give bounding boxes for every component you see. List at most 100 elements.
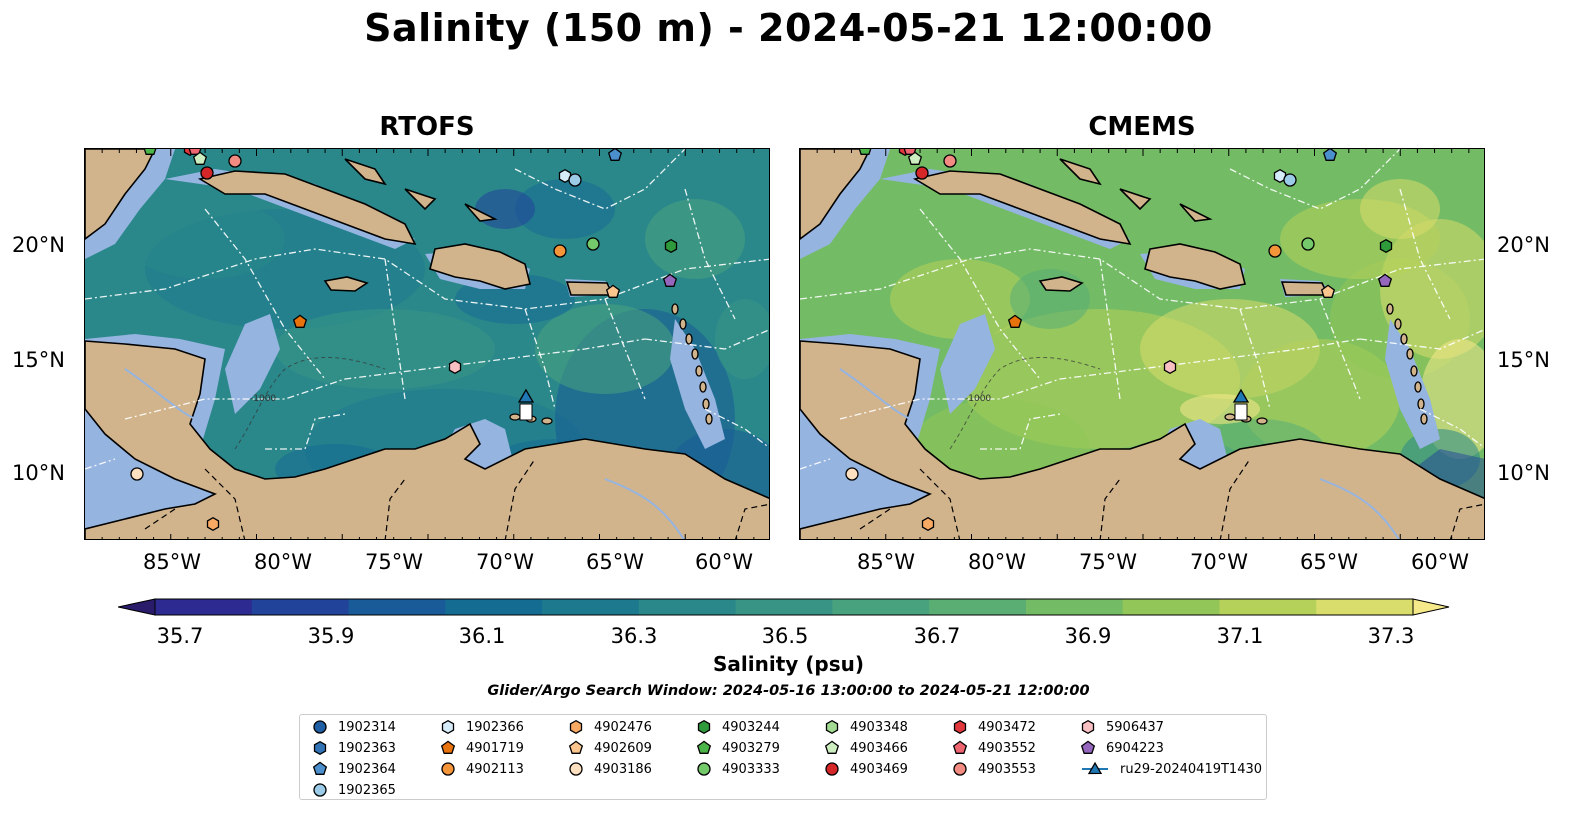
colorbar-extend-high — [1412, 598, 1450, 616]
cmems-eez-line — [980, 413, 1061, 450]
rtofs-salinity-patch — [125, 199, 285, 279]
rtofs-island — [695, 365, 703, 377]
map-rtofs-canvas: -1000 — [85, 149, 769, 539]
panel-title-cmems: CMEMS — [1088, 112, 1196, 142]
legend-item-6904223: 6904223 — [1080, 738, 1164, 758]
lon-label-left-75: 75°W — [365, 550, 423, 574]
legend-label: 4902476 — [594, 719, 652, 735]
rtofs-float-4903466 — [192, 151, 208, 165]
lon-label-right-75: 75°W — [1079, 550, 1137, 574]
legend-label: 4901719 — [466, 740, 524, 756]
colorbar-tick: 37.3 — [1367, 624, 1415, 648]
cmems-eez-line — [1319, 298, 1361, 400]
cmems-island — [1420, 413, 1428, 425]
lon-label-left-70: 70°W — [476, 550, 534, 574]
legend-marker-icon — [1081, 719, 1095, 735]
legend-item-4903186: 4903186 — [568, 759, 652, 779]
cmems-float-4903553 — [943, 154, 957, 168]
legend-marker-icon — [697, 719, 711, 735]
cmems-island — [1400, 333, 1408, 345]
cmems-float-4903333 — [1301, 237, 1315, 251]
lat-label-left-15: 15°N — [12, 348, 65, 372]
cmems-island — [1417, 398, 1425, 410]
cmems-river — [839, 368, 911, 420]
legend-marker-icon — [825, 719, 839, 735]
rtofs-float-5906437 — [448, 359, 462, 375]
lat-label-left-10: 10°N — [12, 461, 65, 485]
lon-label-left-85: 85°W — [143, 550, 201, 574]
legend-label: 1902366 — [466, 719, 524, 735]
cmems-eez-line — [839, 338, 1361, 420]
cmems-river — [1319, 478, 1400, 539]
cmems-land — [1038, 276, 1084, 292]
rtofs-land — [197, 170, 417, 246]
rtofs-island — [509, 413, 521, 421]
map-cmems[interactable]: -1000 — [799, 148, 1485, 540]
lon-label-right-85: 85°W — [857, 550, 915, 574]
colorbar-tick: 36.3 — [610, 624, 658, 648]
cmems-salinity-patch — [1010, 269, 1090, 329]
colorbar-frame — [154, 598, 1414, 616]
legend-marker-icon — [313, 740, 327, 756]
lon-label-right-80: 80°W — [968, 550, 1026, 574]
rtofs-float-4902609 — [605, 284, 621, 298]
legend-marker-shape — [696, 740, 712, 754]
map-rtofs[interactable]: -1000 — [84, 148, 770, 540]
rtofs-float-6904223 — [662, 273, 678, 287]
legend-label: 4903333 — [722, 761, 780, 777]
legend: 1902314 1902363 1902364 1902365 1902366 49017… — [299, 714, 1267, 800]
legend-marker-icon — [440, 740, 456, 754]
cmems-island — [1394, 318, 1402, 330]
rtofs-float-4902113 — [553, 244, 567, 258]
rtofs-border — [144, 508, 176, 530]
colorbar-swatch — [1122, 599, 1220, 615]
legend-label: 4903186 — [594, 761, 652, 777]
rtofs-island — [671, 303, 679, 315]
lat-label-right-20: 20°N — [1497, 233, 1550, 257]
colorbar-swatch — [542, 599, 640, 615]
lat-label-right-15: 15°N — [1497, 348, 1550, 372]
rtofs-island — [691, 348, 699, 360]
legend-marker-icon — [1080, 740, 1096, 754]
legend-marker-icon — [1082, 761, 1108, 775]
legend-label: 1902365 — [338, 782, 396, 798]
legend-marker-icon — [313, 720, 327, 734]
legend-item-1902366: 1902366 — [440, 717, 524, 737]
cmems-island — [1406, 348, 1414, 360]
legend-marker-shape — [952, 740, 968, 754]
legend-item-4903279: 4903279 — [696, 738, 780, 758]
cmems-shelf — [880, 169, 1130, 249]
cmems-float-4902113 — [1268, 244, 1282, 258]
rtofs-island — [702, 398, 710, 410]
cmems-land — [1059, 158, 1102, 186]
cmems-float-4903244 — [1379, 238, 1393, 254]
rtofs-border — [504, 458, 536, 539]
legend-marker-icon — [825, 762, 839, 776]
colorbar-tick: 36.5 — [761, 624, 809, 648]
colorbar-swatch — [1219, 599, 1317, 615]
colorbar-swatch — [155, 599, 253, 615]
colorbar-swatch — [251, 599, 350, 615]
cmems-float-4903186 — [845, 467, 859, 481]
rtofs-float-4903333 — [586, 237, 600, 251]
rtofs-land — [323, 276, 369, 292]
cmems-border — [919, 468, 961, 539]
cmems-float-6904223 — [1377, 273, 1393, 287]
rtofs-island — [679, 318, 687, 330]
legend-marker-icon — [569, 762, 583, 776]
legend-marker-shape — [441, 762, 455, 776]
lat-label-left-20: 20°N — [12, 233, 65, 257]
legend-marker-shape — [313, 720, 327, 734]
cmems-border — [1099, 478, 1121, 539]
cmems-border — [859, 508, 891, 530]
legend-item-4903348: 4903348 — [824, 717, 908, 737]
legend-marker-icon — [568, 740, 584, 754]
cmems-glider-track — [1234, 403, 1248, 421]
colorbar-swatch — [638, 599, 737, 615]
colorbar — [117, 598, 1450, 616]
rtofs-glider-track — [519, 403, 533, 421]
legend-item-4903553: 4903553 — [952, 759, 1036, 779]
rtofs-float-4903244 — [664, 238, 678, 254]
rtofs-shelf — [225, 314, 280, 414]
cmems-land — [800, 149, 871, 240]
